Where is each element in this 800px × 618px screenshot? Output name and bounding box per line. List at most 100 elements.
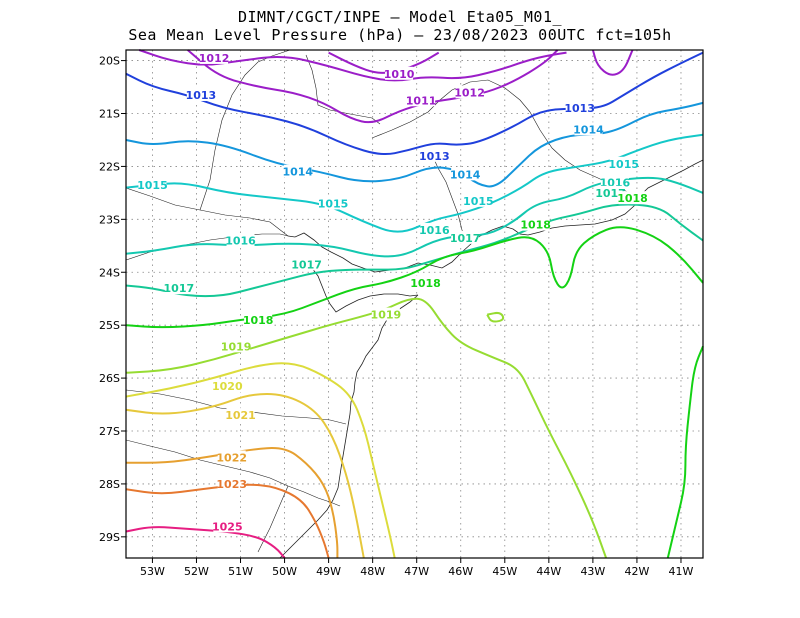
isobar-label-bg (600, 175, 629, 189)
map-frame-background (126, 50, 703, 558)
isobar-label-bg (451, 230, 480, 244)
isobar-label: 1016 (225, 235, 256, 248)
isobar-label: 1013 (564, 102, 595, 115)
isobar-label: 1023 (216, 478, 247, 491)
coastline-south (279, 294, 419, 559)
isobar-1021 (125, 393, 365, 559)
isobar-label-bg (521, 217, 550, 231)
isobar-label-bg (222, 339, 251, 353)
isobar-label-bg (164, 281, 193, 295)
isobar-label: 1015 (318, 197, 349, 210)
isobar-label: 1017 (164, 282, 195, 295)
isobar-label-bg (292, 257, 321, 271)
isobar-label: 1018 (520, 219, 551, 232)
isobar-1015 (125, 133, 704, 233)
lon-tick-label: 49W (316, 565, 341, 578)
isobar-label-bg (385, 66, 414, 80)
isobar-label-bg (213, 379, 242, 393)
lat-tick-label: 20S (99, 55, 120, 68)
lon-tick-label: 43W (580, 565, 605, 578)
isobar-label: 1014 (573, 123, 604, 136)
lon-tick-label: 53W (140, 565, 165, 578)
lon-tick-label: 51W (228, 565, 253, 578)
isobar-label-bg (451, 167, 480, 181)
isobar-1019 (125, 297, 608, 559)
isobar-label: 1018 (617, 192, 648, 205)
isobar-label: 1012 (454, 86, 485, 99)
isobar-label-bg (371, 307, 400, 321)
isobar-1017 (125, 203, 704, 298)
isobar-label: 1022 (216, 451, 247, 464)
isobar-label-bg (213, 519, 242, 533)
lat-tick-label: 26S (99, 372, 120, 385)
isobar-label: 1025 (212, 520, 243, 533)
isobar-label: 1015 (608, 158, 639, 171)
lon-tick-label: 48W (360, 565, 385, 578)
isobar-label-bg (200, 50, 229, 64)
isobar-label-bg (411, 275, 440, 289)
chart-title-line1: DIMNT/CGCT/INPE – Model Eta05_M01_ (237, 8, 563, 26)
isobar-label-bg (319, 196, 348, 210)
isobar-label: 1011 (406, 94, 437, 107)
isobar-1013 (125, 51, 704, 156)
isobar-label-bg (618, 191, 647, 205)
isobar-label: 1017 (595, 187, 626, 200)
lat-tick-label: 23S (99, 213, 120, 226)
isobar-label-bg (138, 177, 167, 191)
isobar-1018 (666, 345, 704, 559)
isobar-label: 1015 (137, 179, 168, 192)
lat-tick-label: 27S (99, 425, 120, 438)
isobar-label-bg (217, 450, 246, 464)
isobar-label-bg (226, 408, 255, 422)
isobar-1011 (187, 49, 559, 124)
isobar-label-bg (217, 476, 246, 490)
isobar-1012 (591, 49, 634, 76)
isobar-label-bg (226, 233, 255, 247)
isobar-label: 1013 (419, 150, 450, 163)
isobar-1022 (126, 447, 339, 558)
island-coast (304, 261, 419, 313)
isobar-label: 1013 (186, 89, 217, 102)
isobar-label: 1021 (225, 409, 256, 422)
isobar-label: 1015 (463, 195, 494, 208)
isobar-label: 1017 (450, 232, 481, 245)
isobar-label: 1012 (199, 52, 230, 65)
lat-tick-label: 29S (99, 531, 120, 544)
lon-tick-label: 42W (624, 565, 649, 578)
isobar-label: 1019 (371, 309, 402, 322)
isobar-label: 1020 (212, 380, 243, 393)
lon-tick-label: 46W (448, 565, 473, 578)
isobar-label: 1014 (282, 166, 313, 179)
isobar-label-bg (420, 148, 449, 162)
isobar-label-bg (186, 87, 215, 101)
isobar-label-bg (574, 122, 603, 136)
state-border-10 (305, 54, 381, 125)
lat-tick-label: 25S (99, 319, 120, 332)
map-frame (125, 49, 704, 559)
isobar-label: 1018 (243, 314, 274, 327)
isobar-label-bg (244, 312, 273, 326)
axis-ticks: 53W 52W 51W 50W 49W 48W 47W 46W 45W 44W 43W 42W 41W 2… (99, 55, 694, 578)
isobar-label-bg (283, 164, 312, 178)
lon-tick-label: 50W (272, 565, 297, 578)
gridlines (126, 50, 703, 558)
isobar-1020 (125, 362, 396, 559)
isobar-1019 (486, 311, 505, 323)
lon-tick-label: 44W (536, 565, 561, 578)
isobar-1018 (125, 226, 704, 329)
state-border-4 (371, 79, 531, 139)
state-border-9 (257, 485, 289, 553)
isobar-1023 (125, 483, 330, 559)
isobar-label: 1017 (291, 258, 322, 271)
lon-tick-label: 45W (492, 565, 517, 578)
chart-title-line2: Sea Mean Level Pressure (hPa) – 23/08/20… (128, 26, 672, 44)
isobar-label-bg (596, 185, 625, 199)
state-border-8 (125, 439, 341, 507)
state-border-2 (125, 187, 289, 237)
isobar-label-bg (455, 85, 484, 99)
isobar-label-bg (609, 156, 638, 170)
lon-tick-label: 52W (184, 565, 209, 578)
lat-tick-label: 21S (99, 108, 120, 121)
